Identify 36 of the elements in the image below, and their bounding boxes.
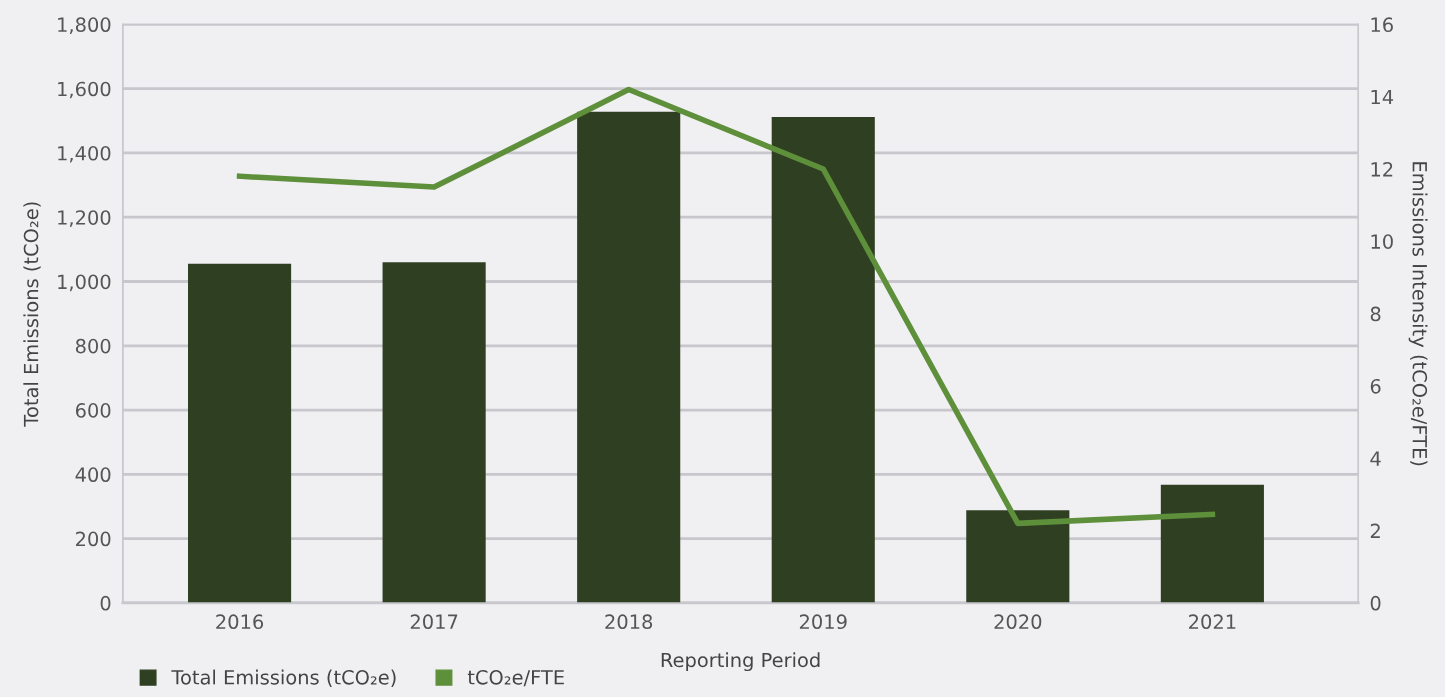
y2-tick-label: 4	[1370, 451, 1381, 466]
y2-tick-label: 0	[1370, 595, 1381, 611]
x-tick-label: 2020	[994, 614, 1042, 630]
y-tick-label: 800	[75, 338, 111, 354]
legend-label: tCO₂e/FTE	[467, 669, 564, 687]
y-tick-label: 1,200	[58, 210, 111, 227]
y-axis-title: Total Emissions (tCO₂e)	[23, 202, 41, 427]
y-tick-label: 200	[76, 531, 111, 547]
y-tick-label: 600	[75, 403, 111, 418]
y-tick-label: 1,800	[58, 17, 111, 35]
y2-tick-label: 14	[1371, 89, 1394, 105]
x-tick-label: 2021	[1189, 614, 1236, 630]
y-tick-label: 0	[100, 595, 111, 611]
x-tick-label: 2018	[605, 614, 653, 630]
y2-tick-label: 6	[1370, 378, 1381, 394]
y2-axis-title: Emissions Intensity (tCO₂e/FTE)	[1408, 162, 1428, 466]
x-tick-label: 2017	[410, 614, 458, 630]
y2-tick-label: 10	[1371, 234, 1393, 249]
y2-tick-label: 8	[1370, 306, 1381, 322]
x-tick-label: 2016	[216, 614, 264, 630]
y-tick-label: 1,400	[58, 145, 111, 163]
bar	[188, 263, 292, 603]
y2-tick-label: 2	[1370, 523, 1380, 538]
y-tick-label: 1,600	[58, 81, 111, 99]
bar	[1160, 484, 1264, 603]
y2-tick-label: 16	[1371, 17, 1393, 33]
legend-label: Total Emissions (tCO₂e)	[171, 669, 396, 687]
bar	[382, 262, 486, 603]
x-tick-label: 2019	[799, 614, 847, 630]
bar	[966, 510, 1070, 603]
y2-tick-label: 12	[1371, 161, 1393, 177]
x-axis-title: Reporting Period	[661, 652, 820, 672]
bar	[577, 111, 681, 603]
y-tick-label: 1,000	[58, 274, 111, 292]
y-tick-label: 400	[75, 467, 111, 483]
bar	[771, 116, 875, 603]
